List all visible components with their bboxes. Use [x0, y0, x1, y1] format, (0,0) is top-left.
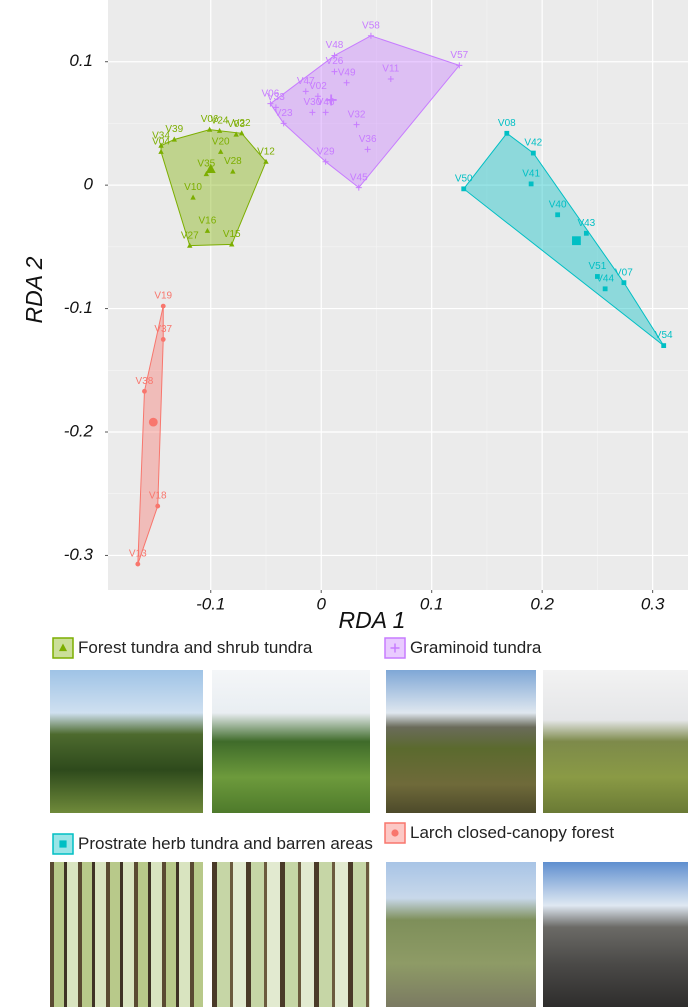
- point-label: V50: [455, 173, 473, 184]
- y-tick-label: -0.3: [64, 545, 94, 564]
- point-label: V49: [338, 67, 356, 78]
- point-label: V18: [149, 491, 167, 502]
- point-label: V57: [450, 50, 468, 61]
- point-label: V54: [655, 330, 673, 341]
- point-label: V11: [382, 64, 399, 75]
- legend-marker: [391, 829, 398, 836]
- point-label: V51: [589, 261, 607, 272]
- point-label: V16: [199, 215, 217, 226]
- x-tick-label: -0.1: [196, 594, 225, 613]
- legend-label: Forest tundra and shrub tundra: [78, 640, 312, 656]
- legend-label: Graminoid tundra: [410, 640, 541, 656]
- point-label: V12: [257, 146, 275, 157]
- point-label: V10: [184, 182, 202, 193]
- point-label: V42: [524, 138, 542, 149]
- point: [555, 212, 560, 217]
- legend-item: Forest tundra and shrub tundra: [52, 637, 312, 659]
- y-tick-label: -0.2: [64, 421, 94, 440]
- point-label: V07: [615, 267, 633, 278]
- point-label: V08: [498, 118, 516, 129]
- point: [622, 280, 627, 285]
- point-label: V33: [267, 92, 285, 103]
- point-label: V02: [309, 81, 327, 92]
- point-label: V03: [227, 119, 245, 130]
- point-label: V43: [577, 218, 595, 229]
- point-label: V15: [223, 229, 241, 240]
- legend-item: Prostrate herb tundra and barren areas: [52, 833, 373, 855]
- x-tick-label: 0.3: [641, 594, 665, 613]
- point-label: V40: [549, 199, 567, 210]
- point: [661, 343, 666, 348]
- photo: [386, 670, 536, 813]
- legend-item: Larch closed-canopy forest: [384, 822, 614, 844]
- point-label: V04: [152, 136, 170, 147]
- legend-icon: [384, 822, 406, 844]
- point: [161, 337, 166, 342]
- x-tick-label: 0: [316, 594, 326, 613]
- figure: V34V39V04V06V24V22V03V20V35V28V12V10V16V…: [0, 0, 688, 1007]
- photo: [50, 670, 203, 813]
- point: [142, 389, 147, 394]
- point: [529, 182, 534, 187]
- point-label: V37: [154, 324, 172, 335]
- point-label: V29: [317, 146, 335, 157]
- point-label: V46: [317, 97, 335, 108]
- point-label: V20: [212, 136, 230, 147]
- point-label: V13: [129, 549, 147, 560]
- point-label: V58: [362, 20, 380, 31]
- photo: [212, 670, 370, 813]
- legend-item: Graminoid tundra: [384, 637, 541, 659]
- point-label: V32: [348, 109, 366, 120]
- point: [584, 231, 589, 236]
- point-label: V48: [326, 40, 344, 51]
- point-label: V45: [350, 172, 368, 183]
- point: [155, 504, 160, 509]
- x-tick-label: 0.1: [420, 594, 444, 613]
- legend-label: Prostrate herb tundra and barren areas: [78, 836, 373, 852]
- photo: [50, 862, 203, 1007]
- point-label: V27: [181, 230, 199, 241]
- x-tick-label: 0.2: [530, 594, 554, 613]
- photo: [543, 670, 688, 813]
- point-label: V39: [165, 124, 183, 135]
- point: [603, 286, 608, 291]
- point: [161, 304, 166, 309]
- y-axis-title: RDA 2: [21, 256, 47, 323]
- point-label: V38: [136, 376, 154, 387]
- photo: [543, 862, 688, 1007]
- x-axis-title: RDA 1: [339, 607, 406, 630]
- y-tick-label: -0.1: [64, 298, 93, 317]
- point-label: V36: [359, 134, 377, 145]
- point-label: V28: [224, 156, 242, 167]
- photo: [386, 862, 536, 1007]
- chart: V34V39V04V06V24V22V03V20V35V28V12V10V16V…: [0, 0, 688, 630]
- photo: [212, 862, 370, 1007]
- y-tick-label: 0.1: [69, 51, 93, 70]
- legend-icon: [52, 833, 74, 855]
- point: [135, 562, 140, 567]
- point-label: V19: [154, 291, 172, 302]
- point: [504, 131, 509, 136]
- point-label: V41: [522, 169, 540, 180]
- legend-icon: [52, 637, 74, 659]
- legend-icon: [384, 637, 406, 659]
- y-tick-label: 0: [84, 175, 94, 194]
- point-label: V23: [275, 108, 293, 119]
- point-label: V24: [211, 115, 229, 126]
- legend-label: Larch closed-canopy forest: [410, 825, 614, 841]
- centroid: [572, 236, 581, 245]
- centroid: [149, 418, 158, 427]
- point: [461, 186, 466, 191]
- point-label: V26: [326, 56, 344, 67]
- point: [531, 151, 536, 156]
- point-label: V44: [596, 273, 614, 284]
- legend-marker: [59, 840, 66, 847]
